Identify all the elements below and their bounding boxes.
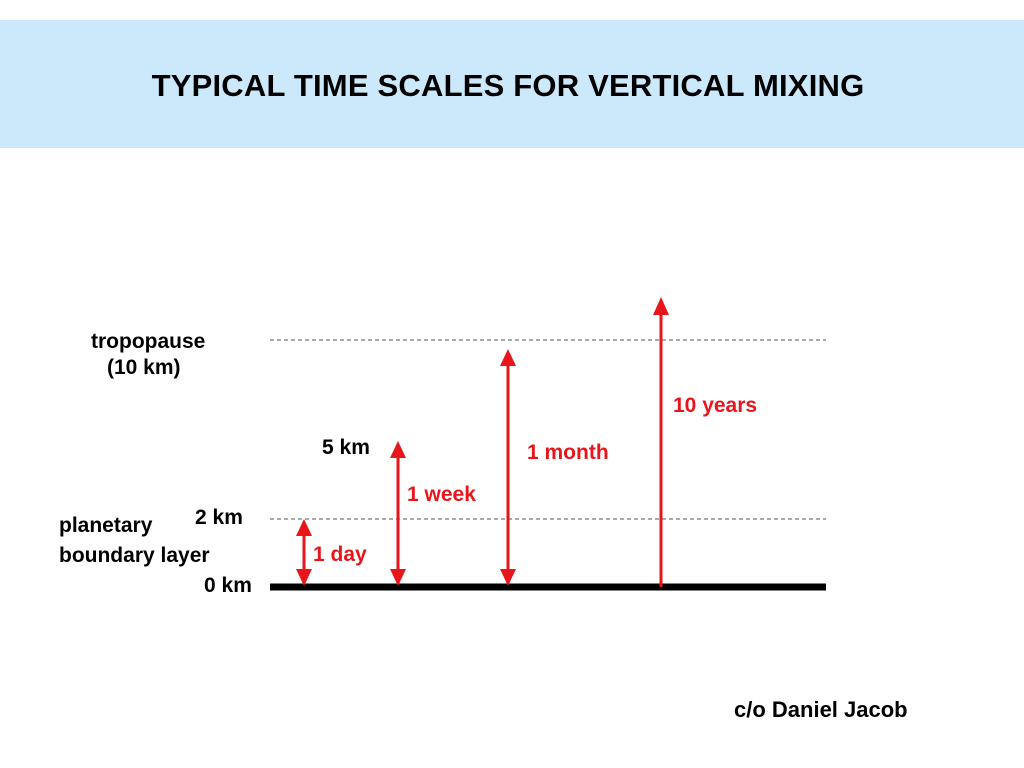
arrow-10-years-up-head	[653, 297, 669, 315]
arrow-1-day-down-head	[296, 569, 312, 586]
arrow-1-month-down-head	[500, 569, 516, 586]
pbl-label-line1: planetary	[59, 514, 153, 537]
credit-label: c/o Daniel Jacob	[734, 697, 908, 722]
time-scale-label-1-week: 1 week	[407, 483, 476, 506]
time-scale-label-10-years: 10 years	[673, 394, 758, 417]
time-scale-label-1-month: 1 month	[527, 441, 609, 464]
zero-km-label: 0 km	[204, 574, 252, 597]
time-scale-label-1-day: 1 day	[313, 543, 367, 566]
arrow-10-years	[653, 297, 669, 587]
arrow-1-month	[500, 349, 516, 586]
slide-title: TYPICAL TIME SCALES FOR VERTICAL MIXING	[151, 68, 865, 103]
arrow-1-week-up-head	[390, 441, 406, 458]
pbl-label-line2: boundary layer	[59, 544, 210, 567]
tropopause-height-label: (10 km)	[107, 356, 181, 379]
five-km-label: 5 km	[322, 436, 370, 459]
two-km-label: 2 km	[195, 506, 243, 529]
title-banner	[0, 20, 1024, 148]
tropopause-label: tropopause	[91, 330, 206, 353]
arrow-1-day	[296, 519, 312, 586]
arrow-1-week-down-head	[390, 569, 406, 586]
arrow-1-month-up-head	[500, 349, 516, 366]
arrow-1-day-up-head	[296, 519, 312, 536]
arrow-1-week	[390, 441, 406, 586]
